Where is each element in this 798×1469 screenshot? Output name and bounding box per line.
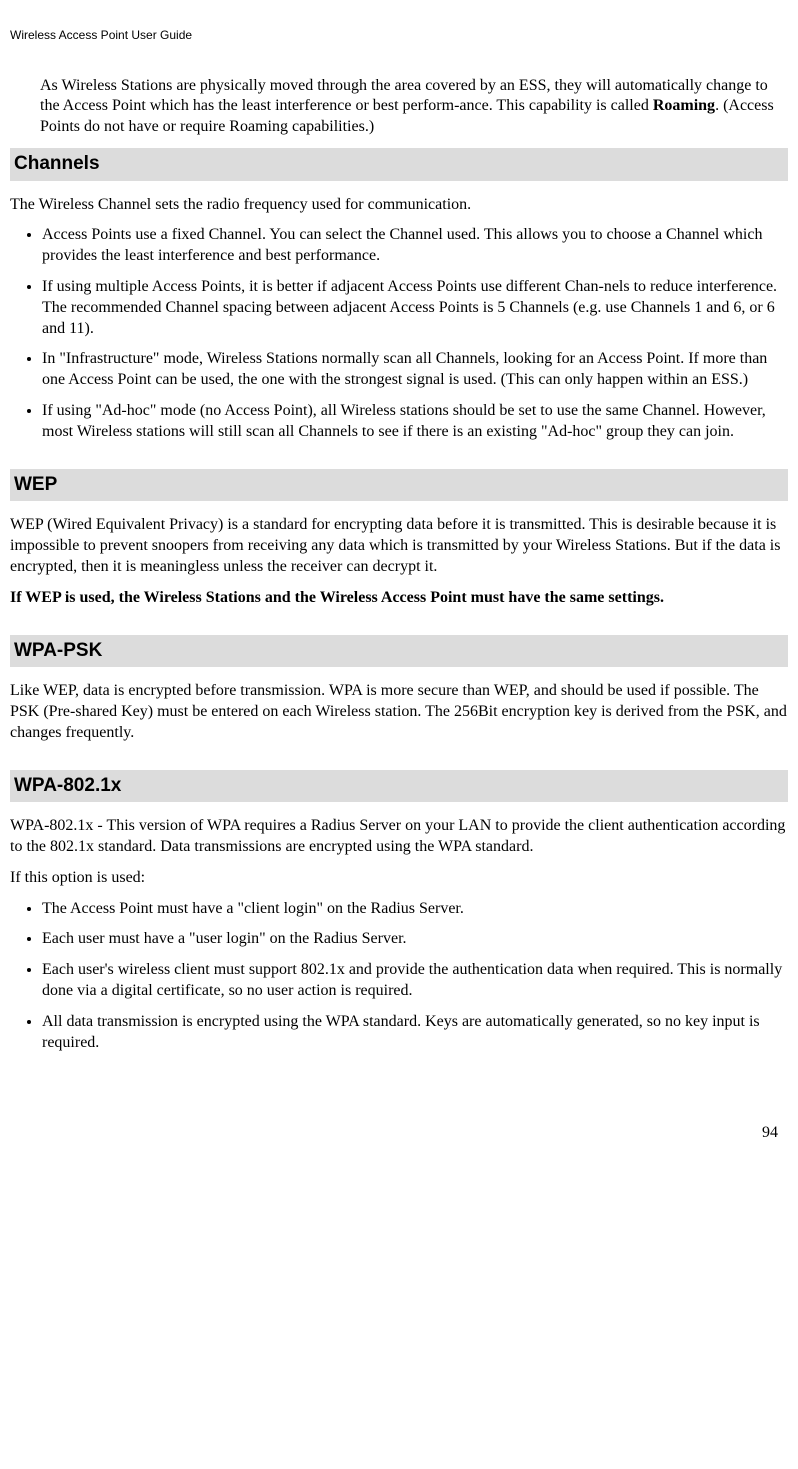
- list-item: Access Points use a fixed Channel. You c…: [42, 225, 788, 267]
- running-header: Wireless Access Point User Guide: [10, 28, 788, 44]
- list-item: If using multiple Access Points, it is b…: [42, 277, 788, 339]
- wpa-8021x-list: The Access Point must have a "client log…: [10, 899, 788, 1054]
- roaming-word: Roaming: [653, 97, 715, 114]
- channels-heading: Channels: [10, 148, 788, 181]
- wep-heading: WEP: [10, 469, 788, 502]
- wep-paragraph: WEP (Wired Equivalent Privacy) is a stan…: [10, 515, 788, 577]
- wpa-psk-heading: WPA-PSK: [10, 635, 788, 668]
- list-item: If using "Ad-hoc" mode (no Access Point)…: [42, 401, 788, 443]
- list-item: All data transmission is encrypted using…: [42, 1012, 788, 1054]
- list-item: The Access Point must have a "client log…: [42, 899, 788, 920]
- wpa-8021x-paragraph: WPA-802.1x - This version of WPA require…: [10, 816, 788, 858]
- list-item: In "Infrastructure" mode, Wireless Stati…: [42, 349, 788, 391]
- list-item: Each user must have a "user login" on th…: [42, 929, 788, 950]
- wpa-8021x-heading: WPA-802.1x: [10, 770, 788, 803]
- ess-roaming-paragraph: As Wireless Stations are physically move…: [40, 76, 788, 138]
- list-item: Each user's wireless client must support…: [42, 960, 788, 1002]
- page-number: 94: [10, 1123, 788, 1144]
- channels-list: Access Points use a fixed Channel. You c…: [10, 225, 788, 442]
- channels-intro: The Wireless Channel sets the radio freq…: [10, 195, 788, 216]
- wep-bold-paragraph: If WEP is used, the Wireless Stations an…: [10, 588, 788, 609]
- wpa-psk-paragraph: Like WEP, data is encrypted before trans…: [10, 681, 788, 743]
- wpa-8021x-list-intro: If this option is used:: [10, 868, 788, 889]
